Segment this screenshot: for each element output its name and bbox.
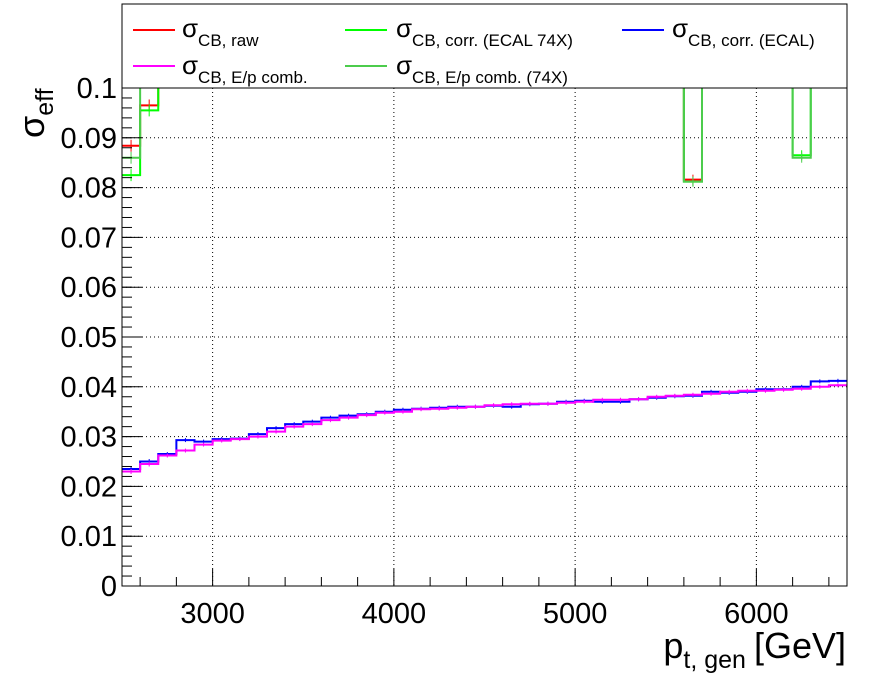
y-tick-label-10: 0.1 <box>77 73 117 105</box>
y-axis-title-sub: eff <box>31 88 59 115</box>
legend-label-ecal: σCB, corr. (ECAL) <box>672 13 815 50</box>
x-tick-label-1: 4000 <box>362 598 427 630</box>
x-tick-label-2: 5000 <box>543 598 608 630</box>
series-line-3 <box>122 384 847 473</box>
legend-label-ep-main: σ <box>182 50 198 80</box>
legend-label-raw-sub: CB, raw <box>198 31 259 50</box>
y-tick-label-5: 0.05 <box>61 322 117 354</box>
legend: σCB, raw σCB, corr. (ECAL 74X) σCB, corr… <box>121 3 848 89</box>
y-tick-label-8: 0.08 <box>61 173 117 205</box>
legend-box <box>121 3 848 89</box>
x-axis-title: pt, gen [GeV] <box>663 625 846 674</box>
series-layer <box>122 88 847 474</box>
legend-label-ep74x: σCB, E/p comb. (74X) <box>396 50 568 87</box>
legend-label-raw-main: σ <box>182 13 198 43</box>
legend-label-ecal74x: σCB, corr. (ECAL 74X) <box>396 13 573 50</box>
legend-label-ecal-sub: CB, corr. (ECAL) <box>688 31 815 50</box>
y-axis: 0 0.01 0.02 0.03 0.04 0.05 0.06 0.07 0.08 0.09 0.1 <box>61 73 142 603</box>
y-tick-label-0: 0 <box>101 571 117 603</box>
y-tick-label-9: 0.09 <box>61 123 117 155</box>
grid-lines <box>122 88 847 586</box>
x-axis-title-sub: t, gen <box>683 646 746 674</box>
legend-label-raw: σCB, raw <box>182 13 259 50</box>
y-axis-title-main: σ <box>11 116 52 138</box>
y-axis-title: σeff <box>11 88 59 138</box>
legend-label-ecal-main: σ <box>672 13 688 43</box>
legend-label-ep74x-sub: CB, E/p comb. (74X) <box>412 68 568 87</box>
y-tick-label-3: 0.03 <box>61 422 117 454</box>
legend-label-ep: σCB, E/p comb. <box>182 50 308 87</box>
x-axis-title-unit: [GeV] <box>754 625 846 666</box>
y-tick-label-4: 0.04 <box>61 372 117 404</box>
x-axis-title-main: p <box>663 625 683 666</box>
y-tick-label-6: 0.06 <box>61 272 117 304</box>
legend-label-ep-sub: CB, E/p comb. <box>198 68 308 87</box>
legend-label-ecal74x-sub: CB, corr. (ECAL 74X) <box>412 31 573 50</box>
y-tick-label-7: 0.07 <box>61 222 117 254</box>
x-axis: 3000 4000 5000 6000 <box>139 569 830 630</box>
legend-label-ecal74x-main: σ <box>396 13 412 43</box>
legend-label-ep74x-main: σ <box>396 50 412 80</box>
x-tick-label-0: 3000 <box>180 598 245 630</box>
series-3 <box>122 383 847 474</box>
y-tick-label-1: 0.01 <box>61 521 117 553</box>
x-tick-label-3: 6000 <box>724 598 789 630</box>
y-tick-label-2: 0.02 <box>61 471 117 503</box>
